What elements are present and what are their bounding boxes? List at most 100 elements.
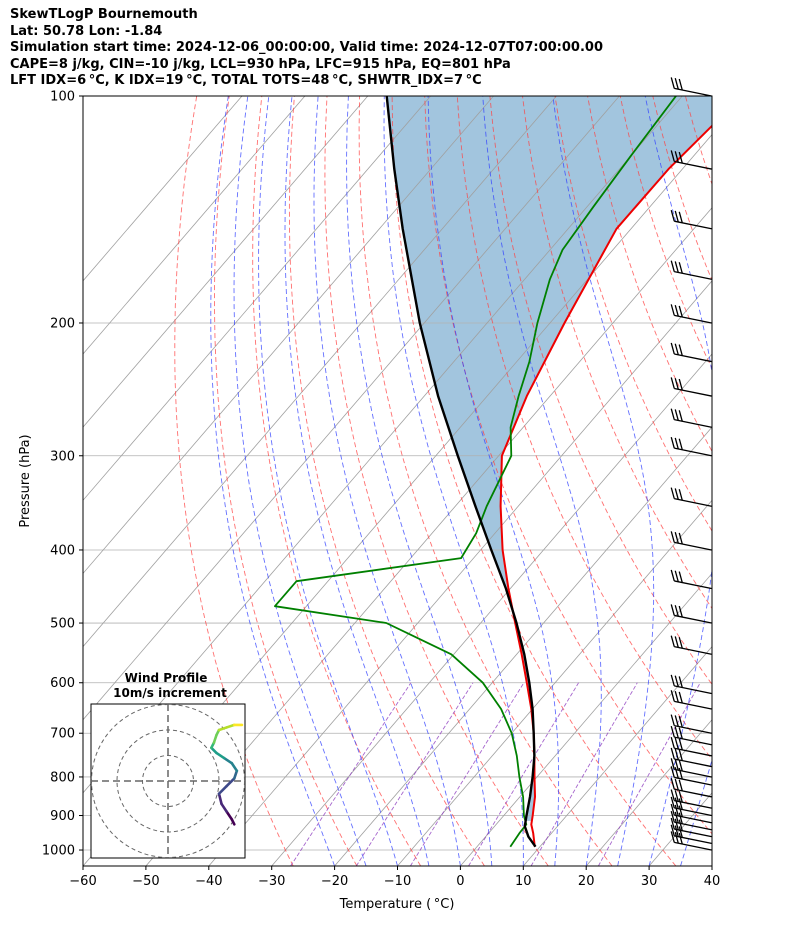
barb-flag bbox=[670, 604, 675, 616]
barb-flag bbox=[678, 571, 683, 583]
isotherm bbox=[83, 96, 620, 721]
barb-flag bbox=[670, 635, 675, 647]
barb-flag bbox=[670, 803, 675, 816]
barb-flag bbox=[674, 726, 679, 739]
barb-flag bbox=[674, 305, 679, 317]
barb-shaft bbox=[674, 776, 712, 786]
barb-flag bbox=[678, 832, 683, 845]
barb-shaft bbox=[674, 814, 712, 824]
barb-flag bbox=[670, 758, 675, 770]
y-tick-label: 300 bbox=[50, 449, 75, 464]
hodograph-segment bbox=[222, 756, 234, 765]
y-tick-label: 600 bbox=[50, 676, 75, 691]
barb-flag bbox=[670, 487, 675, 499]
barb-flag bbox=[670, 408, 675, 420]
dry-adiabat bbox=[718, 96, 794, 866]
wind-barb bbox=[670, 796, 712, 817]
dewpoint-profile bbox=[274, 96, 677, 848]
barb-flag bbox=[670, 766, 675, 778]
barb-shaft bbox=[674, 841, 712, 851]
barb-flag bbox=[670, 778, 675, 790]
barb-flag bbox=[674, 570, 679, 582]
barb-flag bbox=[674, 715, 679, 727]
y-axis-label: Pressure (hPa) bbox=[18, 434, 33, 527]
chart-title: SkewTLogP Bournemouth bbox=[10, 7, 198, 22]
barb-flag bbox=[670, 377, 675, 389]
barb-flag bbox=[674, 690, 679, 703]
barb-shaft bbox=[674, 828, 712, 838]
barb-shaft bbox=[674, 87, 712, 97]
moist-adiabat bbox=[210, 96, 336, 866]
barb-flag bbox=[670, 569, 675, 582]
indices-line-2: LFT IDX=6 °C, K IDX=19 °C, TOTAL TOTS=48… bbox=[10, 73, 482, 89]
barb-shaft bbox=[674, 160, 712, 170]
mixing-ratio-line bbox=[598, 682, 701, 866]
y-tick-label: 1000 bbox=[42, 844, 75, 859]
dry-adiabat bbox=[252, 96, 422, 866]
indices-line-1: CAPE=8 j/kg, CIN=-10 j/kg, LCL=930 hPa, … bbox=[10, 56, 511, 72]
barb-flag bbox=[678, 305, 683, 318]
barb-flag bbox=[678, 790, 683, 803]
y-tick-label: 200 bbox=[50, 316, 75, 331]
wind-barb bbox=[670, 803, 712, 824]
isotherm bbox=[83, 96, 369, 428]
barb-flag bbox=[670, 531, 675, 543]
barb-flag bbox=[674, 78, 679, 90]
barb-shaft bbox=[674, 724, 712, 734]
moist-adiabat bbox=[482, 96, 602, 866]
barb-flag bbox=[674, 737, 679, 750]
barb-flag bbox=[674, 437, 679, 450]
x-axis-label: Temperature ( °C) bbox=[339, 897, 455, 912]
isotherm bbox=[460, 572, 712, 866]
x-tick-label: 30 bbox=[641, 874, 658, 889]
barb-flag bbox=[674, 343, 679, 355]
cape-area bbox=[386, 96, 712, 821]
wind-barb bbox=[670, 260, 712, 280]
x-tick-label: −40 bbox=[195, 874, 222, 889]
moist-adiabat bbox=[680, 758, 712, 866]
wind-barb bbox=[670, 604, 712, 624]
location-line: Lat: 50.78 Lon: -1.84 bbox=[10, 23, 163, 39]
wind-barb bbox=[670, 778, 712, 798]
barb-flag bbox=[674, 210, 679, 223]
barb-flag bbox=[674, 488, 679, 500]
barb-flag bbox=[678, 779, 683, 791]
isotherm bbox=[711, 865, 712, 866]
barb-flag bbox=[670, 737, 675, 749]
barb-flag bbox=[678, 410, 683, 422]
barb-flag bbox=[674, 790, 679, 802]
barb-flag bbox=[678, 489, 683, 501]
barb-flag bbox=[674, 636, 679, 648]
hodograph-segment bbox=[217, 792, 223, 806]
y-tick-label: 500 bbox=[50, 617, 75, 632]
barb-flag bbox=[678, 637, 683, 649]
barb-flag bbox=[674, 804, 679, 817]
moist-adiabat bbox=[552, 96, 655, 866]
x-tick-label: −30 bbox=[258, 874, 285, 889]
moist-adiabat bbox=[644, 96, 712, 866]
chart-header: SkewTLogP Bournemouth Lat: 50.78 Lon: -1… bbox=[10, 7, 603, 90]
x-tick-label: −50 bbox=[132, 874, 159, 889]
dry-adiabat bbox=[684, 96, 712, 186]
temperature-profile bbox=[499, 124, 712, 847]
barb-flag bbox=[670, 789, 675, 801]
x-tick-label: 10 bbox=[515, 874, 532, 889]
barb-flag bbox=[670, 810, 675, 823]
barb-shaft bbox=[674, 747, 712, 757]
barb-flag bbox=[674, 758, 679, 771]
hodograph-segment bbox=[217, 784, 228, 796]
dry-adiabat bbox=[489, 96, 712, 686]
isotherm bbox=[585, 719, 712, 866]
times-line: Simulation start time: 2024-12-06_00:00:… bbox=[10, 40, 603, 56]
barb-flag bbox=[678, 819, 683, 831]
hodograph-inset: Wind Profile 10m/s increment bbox=[90, 671, 246, 859]
isotherm bbox=[271, 353, 712, 866]
barb-flag bbox=[674, 675, 679, 687]
wind-barb bbox=[670, 377, 712, 397]
wind-barb bbox=[670, 737, 712, 757]
barb-shaft bbox=[674, 807, 712, 817]
barb-flag bbox=[674, 531, 679, 544]
dry-adiabat bbox=[522, 96, 712, 610]
wind-barb bbox=[670, 77, 712, 97]
